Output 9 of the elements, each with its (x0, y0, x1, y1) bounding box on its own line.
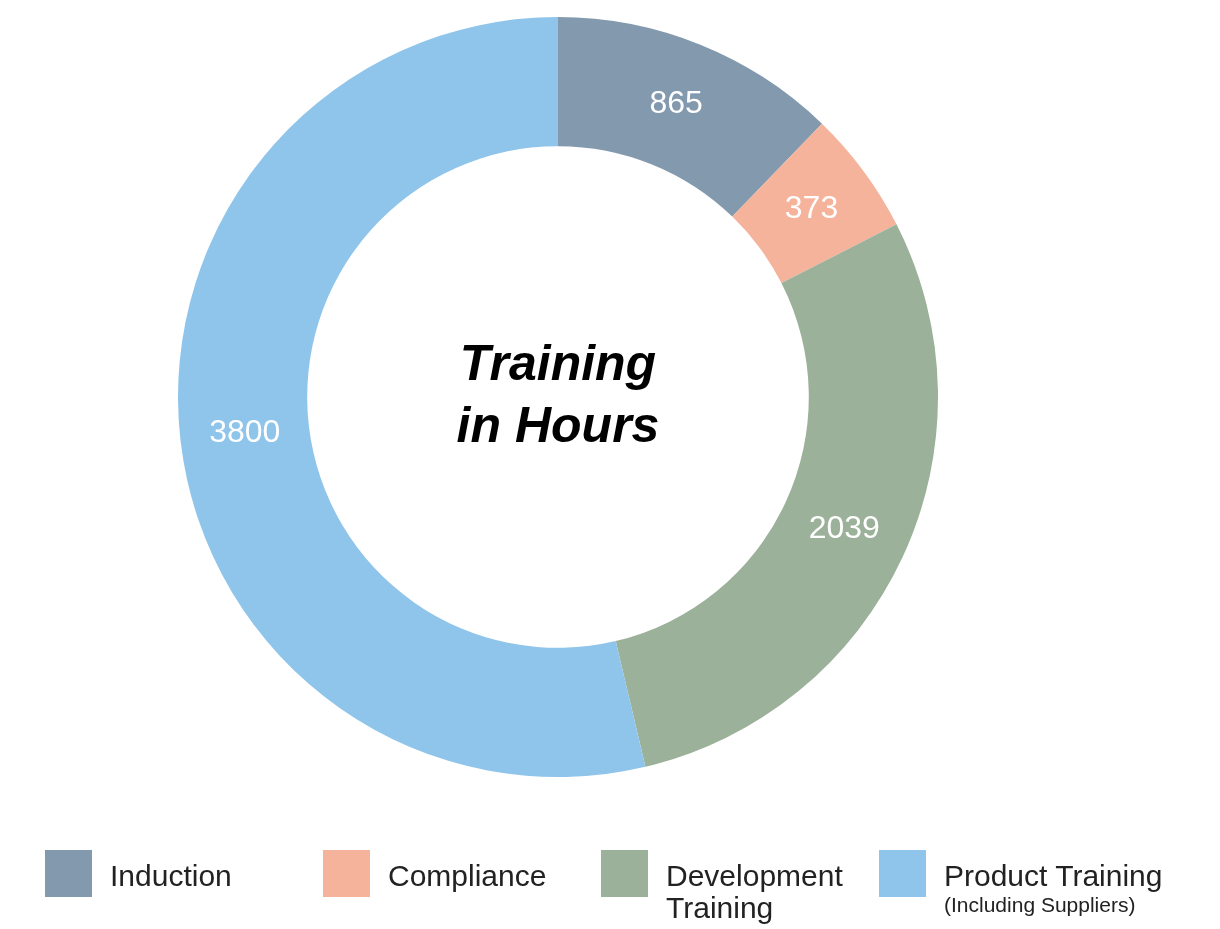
legend-label: Compliance (388, 858, 548, 892)
text: Training in Hours (456, 334, 660, 453)
legend-label: Development Training (666, 858, 844, 924)
data-label: 3800 (209, 413, 281, 450)
data-label: 865 (649, 84, 703, 121)
data-label: 2039 (808, 509, 880, 546)
legend-label: Induction (110, 858, 233, 892)
data-label: 373 (784, 189, 839, 226)
legend-label: Product Training (Including Suppliers) (944, 858, 1164, 918)
